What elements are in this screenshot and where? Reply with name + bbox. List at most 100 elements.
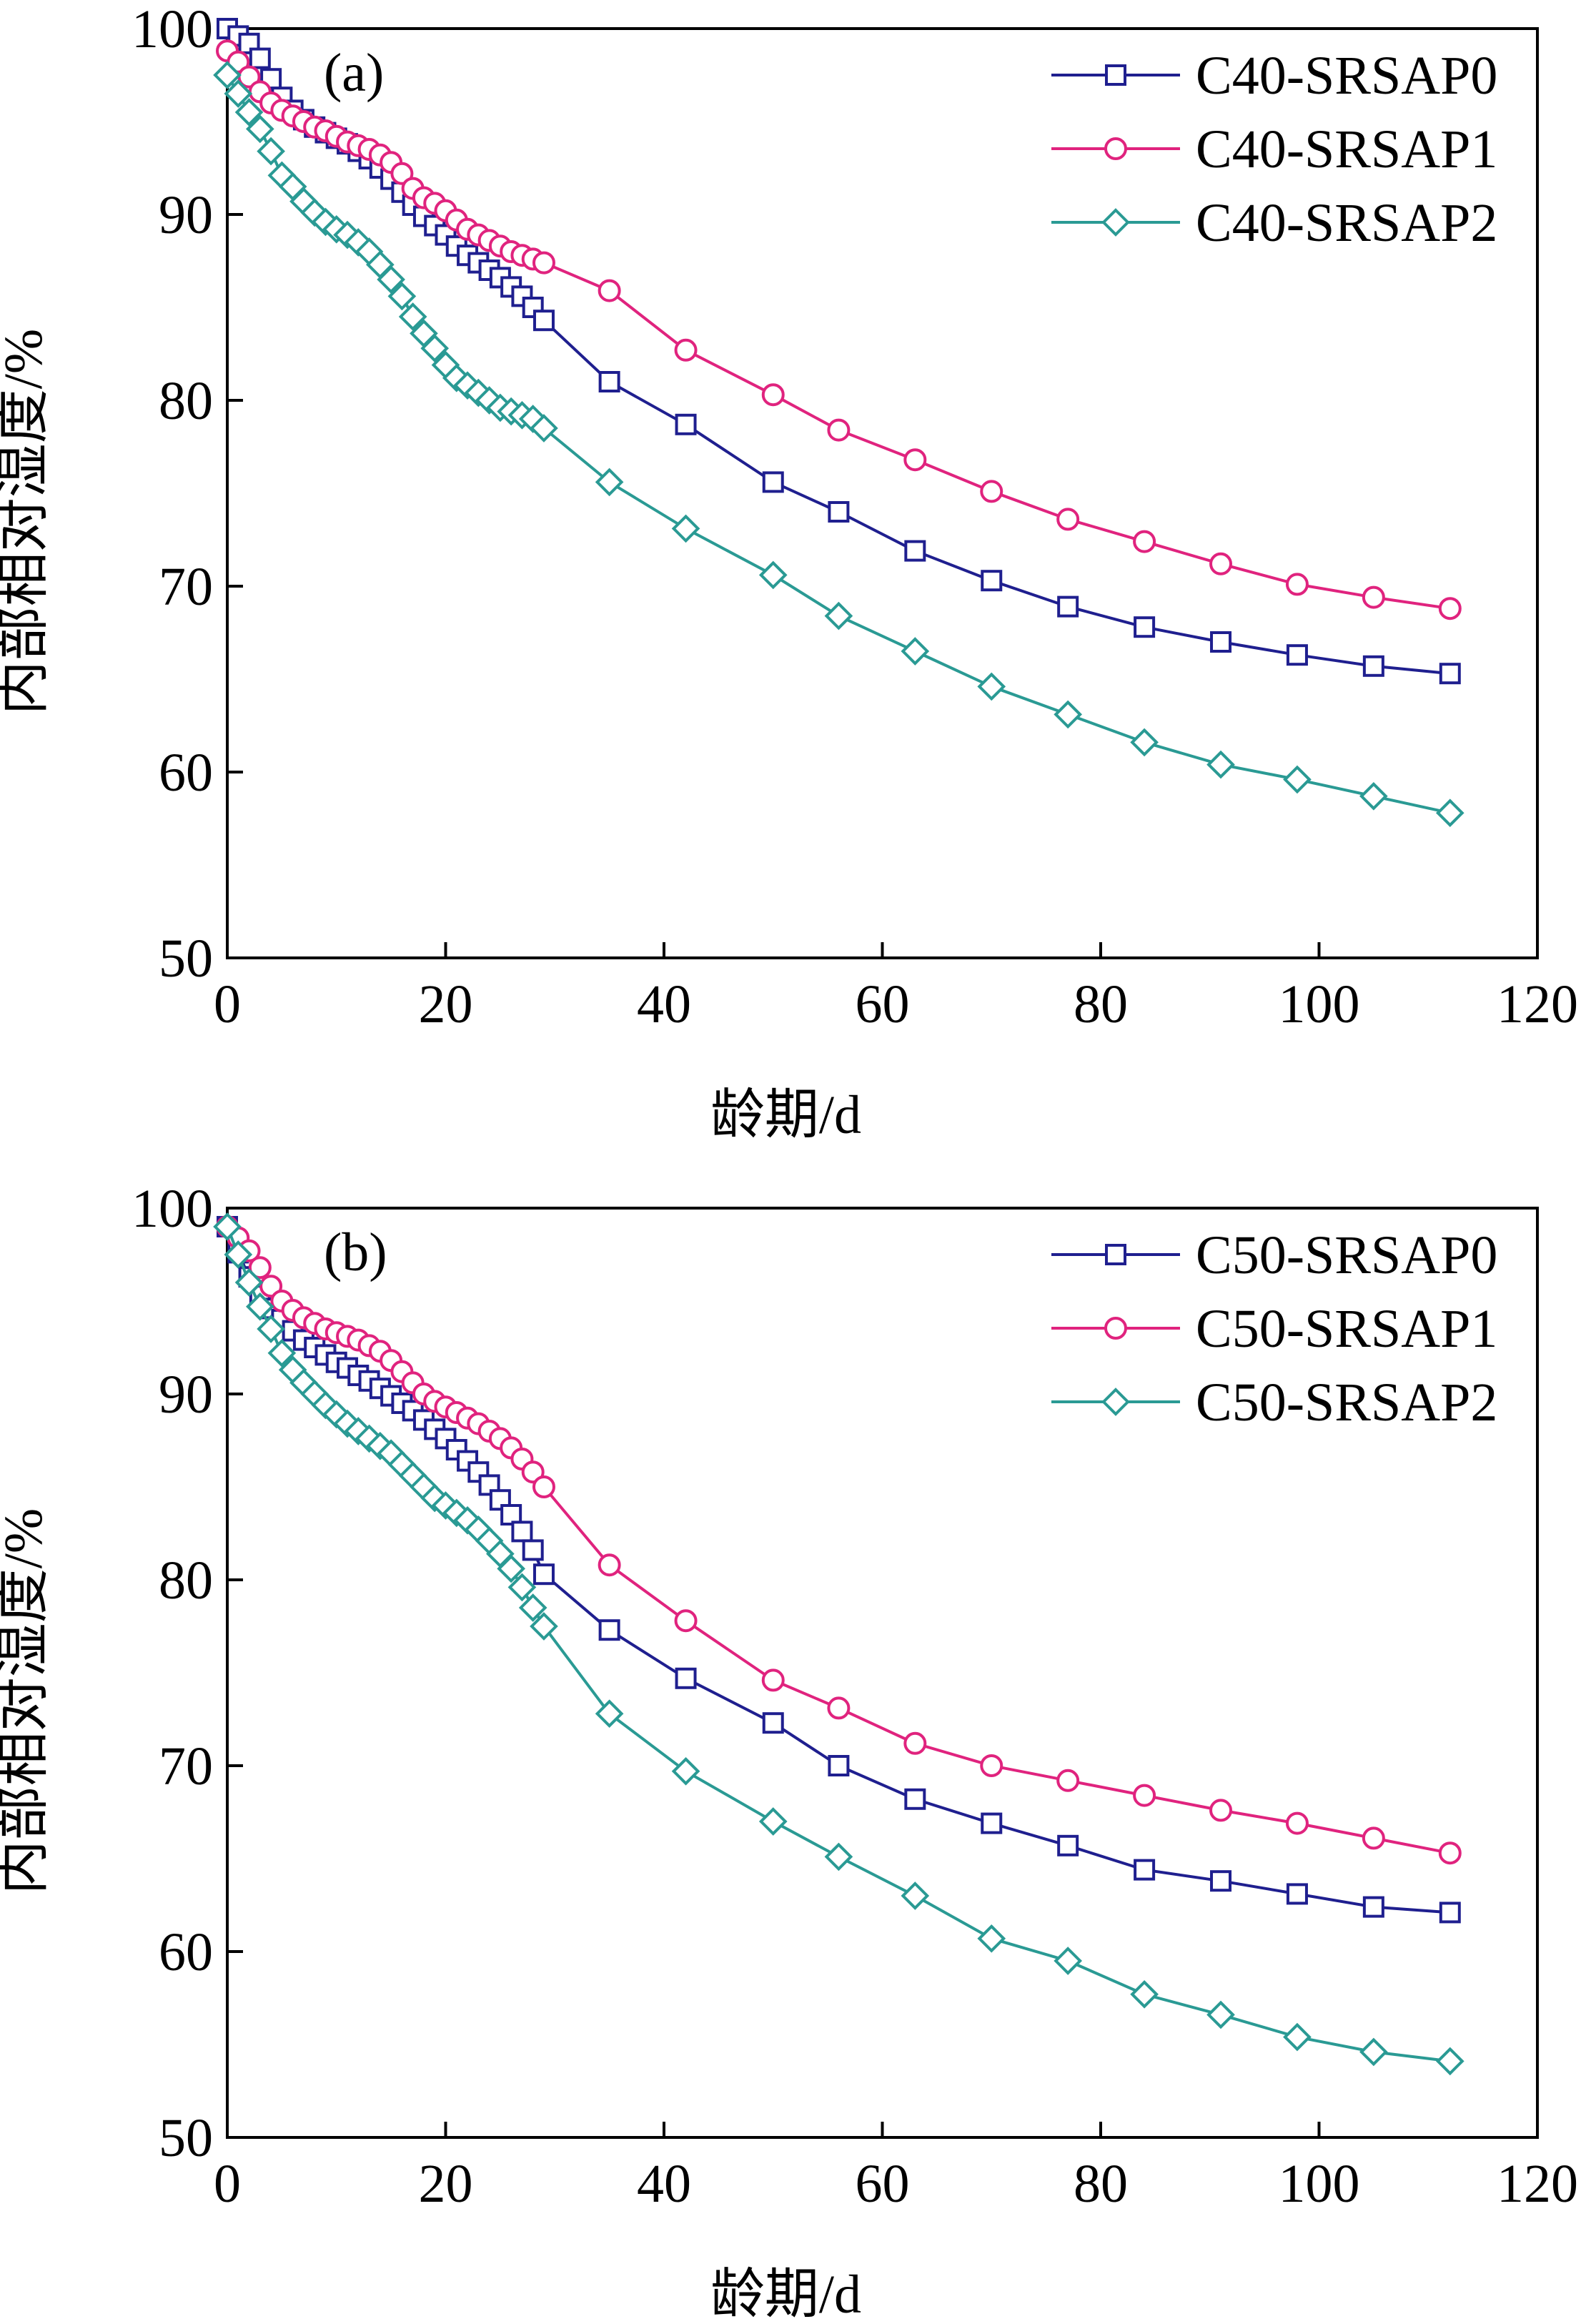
data-point (671, 1756, 700, 1786)
legend-item: C40-SRSAP0 (1051, 46, 1497, 106)
data-point (1286, 644, 1308, 666)
data-point (530, 414, 558, 442)
x-tick-label: 80 (1074, 2154, 1128, 2214)
x-axis-title: 龄期/d (710, 1085, 861, 1145)
y-tick-label: 60 (159, 743, 213, 803)
data-point (249, 47, 271, 69)
y-tick-label: 100 (132, 1179, 213, 1239)
legend-marker (1105, 64, 1126, 86)
data-point (828, 501, 850, 523)
data-point (904, 540, 926, 562)
data-point (1210, 631, 1232, 653)
y-tick-label: 70 (159, 557, 213, 617)
data-point (598, 279, 621, 302)
data-point (1439, 663, 1461, 685)
data-point (257, 137, 285, 166)
data-point (213, 1212, 242, 1241)
y-tick-label: 100 (132, 0, 213, 59)
y-axis: 50 60 70 80 90 100 (132, 1179, 243, 2168)
data-point (532, 251, 555, 275)
series-c50-srsap0 (217, 1216, 1461, 1924)
panel-label: (b) (324, 1222, 387, 1282)
legend-item: C50-SRSAP1 (1051, 1299, 1497, 1359)
series-c40-srsap1 (216, 39, 1462, 620)
data-point (497, 1554, 525, 1583)
data-point (457, 1450, 479, 1472)
x-tick-label: 100 (1279, 2154, 1360, 2214)
data-point (518, 1593, 547, 1622)
data-point (675, 1667, 697, 1689)
data-point (981, 1812, 1003, 1834)
legend-item: C50-SRSAP0 (1051, 1225, 1497, 1285)
legend-label: C40-SRSAP2 (1196, 193, 1497, 253)
data-point (1134, 1859, 1156, 1881)
y-tick-label: 50 (159, 2108, 213, 2168)
legend-item: C40-SRSAP1 (1051, 119, 1497, 179)
series-c50-srsap2 (213, 1212, 1464, 2076)
x-tick-label: 20 (419, 2154, 473, 2214)
chart-panel-b: 0 20 40 60 80 100 120 50 60 70 80 90 100 龄期/d 内部相对湿度/%… (0, 1179, 1578, 2324)
x-tick-label: 100 (1279, 974, 1360, 1034)
data-point (1130, 1979, 1159, 2009)
data-point (530, 1612, 558, 1641)
data-point (248, 1256, 272, 1280)
x-axis: 0 20 40 60 80 100 120 (214, 2122, 1578, 2214)
data-point (1057, 595, 1079, 618)
x-tick-label: 40 (637, 974, 691, 1034)
y-tick-label: 90 (159, 185, 213, 245)
series-c40-srsap2 (213, 61, 1464, 828)
data-point (903, 1731, 927, 1755)
data-point (598, 371, 620, 392)
data-point (1209, 552, 1233, 575)
data-point (674, 1609, 698, 1633)
data-point (1362, 655, 1384, 677)
data-point (500, 1504, 522, 1526)
data-point (234, 1268, 264, 1297)
data-point (532, 310, 555, 332)
y-tick-label: 70 (159, 1736, 213, 1796)
legend-item: C40-SRSAP2 (1051, 193, 1497, 253)
data-point (901, 637, 930, 666)
data-point (758, 1807, 788, 1836)
data-point (980, 480, 1003, 503)
series-c50-srsap1 (216, 1215, 1462, 1865)
data-point (1359, 2037, 1388, 2067)
data-point (1283, 765, 1312, 794)
legend-marker (1101, 208, 1130, 237)
data-point (398, 302, 427, 331)
x-axis-title: 龄期/d (710, 2265, 861, 2324)
x-tick-label: 60 (856, 2154, 910, 2214)
data-point (245, 1292, 274, 1321)
y-tick-label: 80 (159, 1551, 213, 1611)
data-point (762, 471, 784, 493)
legend-label: C40-SRSAP1 (1196, 119, 1497, 179)
legend-marker (1104, 137, 1127, 160)
x-tick-label: 20 (419, 974, 473, 1034)
data-point (828, 1755, 850, 1776)
data-point (224, 1240, 253, 1269)
data-point (511, 1521, 533, 1543)
y-tick-label: 50 (159, 929, 213, 989)
data-point (761, 1668, 785, 1692)
data-point (598, 1619, 620, 1641)
legend-item: C50-SRSAP2 (1051, 1373, 1497, 1433)
data-point (387, 282, 417, 311)
legend-label: C40-SRSAP0 (1196, 46, 1497, 106)
data-point (1359, 781, 1388, 811)
data-point (671, 514, 700, 543)
data-point (1133, 1784, 1156, 1807)
data-point (901, 1882, 930, 1910)
data-point (521, 1460, 545, 1484)
data-point (1285, 573, 1309, 596)
legend-label: C50-SRSAP0 (1196, 1225, 1497, 1285)
data-point (1283, 2022, 1312, 2052)
data-point (598, 1553, 621, 1577)
data-point (824, 601, 853, 631)
data-point (245, 114, 274, 144)
data-point (1439, 1902, 1461, 1924)
data-point (1435, 2047, 1464, 2076)
data-point (758, 560, 788, 590)
data-point (980, 1754, 1003, 1777)
data-point (1056, 1769, 1080, 1792)
